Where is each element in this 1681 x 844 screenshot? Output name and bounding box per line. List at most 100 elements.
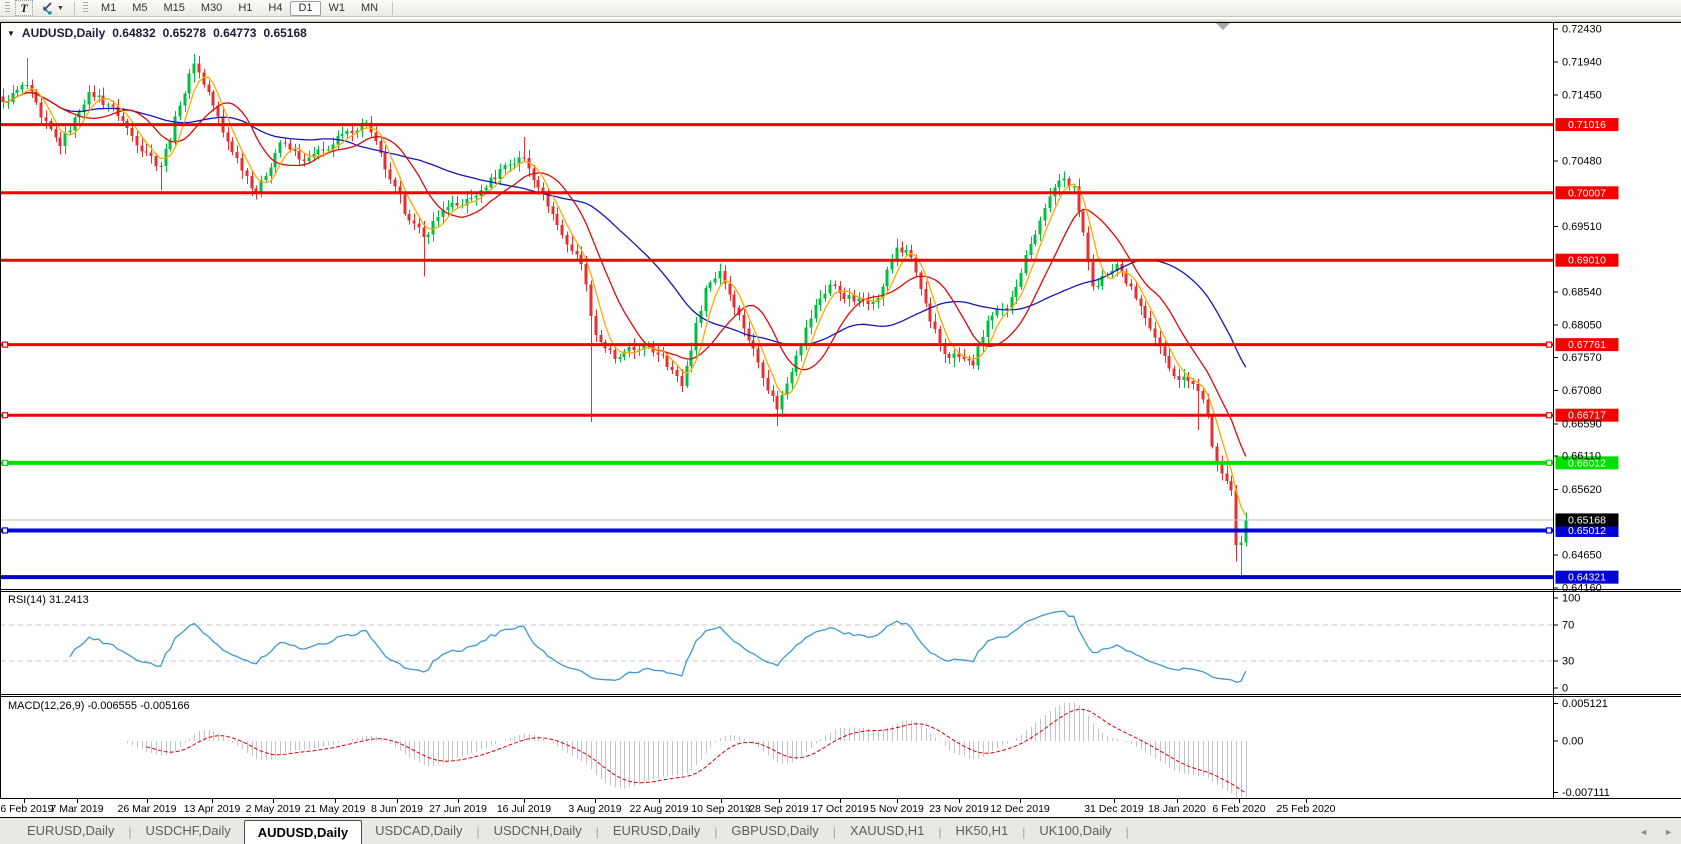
svg-text:0.65168: 0.65168 — [1568, 514, 1606, 526]
arrow-objects-button[interactable]: ▼ — [36, 0, 68, 16]
timeframe-button-m5[interactable]: M5 — [124, 1, 155, 16]
toolbar-grip[interactable] — [82, 2, 88, 14]
hline-0.71016[interactable]: 0.71016 — [0, 118, 1619, 132]
svg-text:5 Nov 2019: 5 Nov 2019 — [870, 803, 924, 815]
svg-text:0.66012: 0.66012 — [1568, 457, 1606, 469]
svg-text:28 Sep 2019: 28 Sep 2019 — [749, 803, 809, 815]
ohlc-close: 0.65168 — [263, 26, 307, 40]
timeframe-button-h1[interactable]: H1 — [230, 1, 260, 16]
timeframe-button-m15[interactable]: M15 — [156, 1, 193, 16]
svg-text:31 Dec 2019: 31 Dec 2019 — [1084, 803, 1144, 815]
svg-text:18 Jan 2020: 18 Jan 2020 — [1148, 803, 1206, 815]
svg-text:23 Nov 2019: 23 Nov 2019 — [929, 803, 989, 815]
hline-0.66717[interactable]: 0.66717 — [0, 408, 1619, 422]
timeframe-toolbar: M1 M5 M15 M30 H1 H4 D1 W1 MN — [93, 0, 386, 16]
hline-0.69010[interactable]: 0.69010 — [0, 253, 1619, 267]
svg-text:0.66717: 0.66717 — [1568, 410, 1606, 422]
timeframe-button-m1[interactable]: M1 — [93, 1, 124, 16]
hline-0.64321[interactable]: 0.64321 — [0, 570, 1619, 584]
tab-scroll-buttons: ◄ ► — [1639, 828, 1673, 837]
tab-eurusd-daily[interactable]: EURUSD,Daily — [612, 823, 701, 838]
hline-0.66012[interactable]: 0.66012 — [0, 456, 1619, 470]
chart-tabbar: EURUSD,Daily | USDCHF,Daily AUDUSD,Daily USD… — [0, 818, 1681, 844]
macd-histogram — [127, 702, 1247, 797]
collapse-triangle-icon[interactable]: ▼ — [7, 28, 15, 38]
toolbar-grip[interactable] — [5, 2, 10, 14]
macd-indicator-label: MACD(12,26,9) -0.006555 -0.005166 — [8, 700, 190, 712]
svg-text:0.67570: 0.67570 — [1562, 352, 1602, 364]
hline-0.67761[interactable]: 0.67761 — [0, 338, 1619, 352]
svg-text:0.69510: 0.69510 — [1562, 221, 1602, 233]
candles-layer — [1, 54, 1248, 576]
svg-text:0.64160: 0.64160 — [1562, 583, 1602, 595]
svg-text:0.65012: 0.65012 — [1568, 525, 1606, 537]
timeframe-button-mn[interactable]: MN — [353, 1, 386, 16]
timeframe-button-d1[interactable]: D1 — [290, 0, 321, 16]
current-price-marker: 0.65168 — [0, 513, 1619, 527]
svg-text:0.69010: 0.69010 — [1568, 255, 1606, 267]
chart-shift-marker-icon[interactable] — [1216, 23, 1230, 30]
svg-text:0.67761: 0.67761 — [1568, 339, 1606, 351]
tab-scroll-left-icon[interactable]: ◄ — [1639, 827, 1649, 837]
ohlc-open: 0.64832 — [112, 26, 156, 40]
svg-text:16 Feb 2019: 16 Feb 2019 — [0, 803, 54, 815]
tab-hk50-h1[interactable]: HK50,H1 — [955, 823, 1009, 838]
tab-audusd-daily[interactable]: AUDUSD,Daily — [243, 820, 363, 844]
dropdown-caret-icon: ▼ — [57, 4, 64, 12]
svg-text:0.71940: 0.71940 — [1562, 57, 1602, 69]
tab-separator: | — [128, 825, 132, 839]
timeframe-button-m30[interactable]: M30 — [193, 1, 230, 16]
timeframe-button-h4[interactable]: H4 — [260, 1, 290, 16]
svg-text:21 May 2019: 21 May 2019 — [305, 803, 366, 815]
ma-medium-line — [2, 91, 1247, 457]
ma-fast-line — [2, 76, 1247, 517]
tab-separator: | — [832, 825, 836, 839]
svg-text:0.72430: 0.72430 — [1562, 24, 1602, 36]
tab-scroll-right-icon[interactable]: ► — [1664, 827, 1673, 837]
svg-text:3 Aug 2019: 3 Aug 2019 — [568, 803, 621, 815]
tab-separator: | — [1022, 825, 1026, 839]
svg-text:0.67080: 0.67080 — [1562, 385, 1602, 397]
svg-text:0.66590: 0.66590 — [1562, 418, 1602, 430]
hline-0.65012[interactable]: 0.65012 — [0, 523, 1619, 537]
toolbar-separator — [73, 1, 75, 15]
text-tool-button[interactable]: T — [15, 0, 33, 16]
svg-text:0.68050: 0.68050 — [1562, 320, 1602, 332]
rsi-line — [69, 610, 1247, 683]
price-scale[interactable]: 0.72430 0.71940 0.71450 0.70480 0.69510 0.685… — [1553, 24, 1610, 800]
svg-text:27 Jun 2019: 27 Jun 2019 — [429, 803, 487, 815]
svg-text:22 Aug 2019: 22 Aug 2019 — [630, 803, 689, 815]
tab-xauusd-h1[interactable]: XAUUSD,H1 — [849, 823, 925, 838]
chart-canvas[interactable]: 0.71016 0.70007 0.69010 0.67761 0.66717 0.660… — [0, 22, 1681, 818]
svg-text:2 May 2019: 2 May 2019 — [246, 803, 301, 815]
chart-title: ▼ AUDUSD,Daily 0.64832 0.65278 0.64773 0… — [7, 26, 307, 40]
toolbar-separator — [392, 1, 394, 15]
svg-text:6 Feb 2020: 6 Feb 2020 — [1212, 803, 1265, 815]
ohlc-high: 0.65278 — [162, 26, 207, 40]
svg-text:30: 30 — [1562, 656, 1574, 668]
panel-borders — [0, 22, 1681, 818]
tab-separator: | — [1125, 825, 1129, 839]
tab-usdcnh-daily[interactable]: USDCNH,Daily — [493, 823, 582, 838]
arrows-icon — [40, 1, 54, 15]
tab-separator: | — [938, 825, 942, 839]
svg-text:0.005121: 0.005121 — [1562, 698, 1608, 710]
svg-text:-0.007111: -0.007111 — [1562, 787, 1610, 799]
tab-uk100-daily[interactable]: UK100,Daily — [1039, 823, 1112, 838]
tab-eurusd-daily[interactable]: EURUSD,Daily — [27, 823, 115, 838]
hline-0.70007[interactable]: 0.70007 — [0, 186, 1619, 200]
tab-usdcad-daily[interactable]: USDCAD,Daily — [375, 823, 463, 838]
macd-signal-line — [146, 708, 1247, 794]
svg-text:8 Jun 2019: 8 Jun 2019 — [371, 803, 423, 815]
timeframe-button-w1[interactable]: W1 — [321, 1, 354, 16]
svg-text:10 Sep 2019: 10 Sep 2019 — [691, 803, 751, 815]
tab-usdchf-daily[interactable]: USDCHF,Daily — [145, 823, 231, 838]
svg-text:12 Dec 2019: 12 Dec 2019 — [990, 803, 1050, 815]
svg-text:0.00: 0.00 — [1562, 736, 1583, 748]
svg-text:0.70007: 0.70007 — [1568, 187, 1606, 199]
svg-text:0.64321: 0.64321 — [1568, 572, 1606, 584]
svg-text:13 Apr 2019: 13 Apr 2019 — [184, 803, 241, 815]
tab-gbpusd-daily[interactable]: GBPUSD,Daily — [731, 823, 819, 838]
ohlc-low: 0.64773 — [213, 26, 257, 40]
